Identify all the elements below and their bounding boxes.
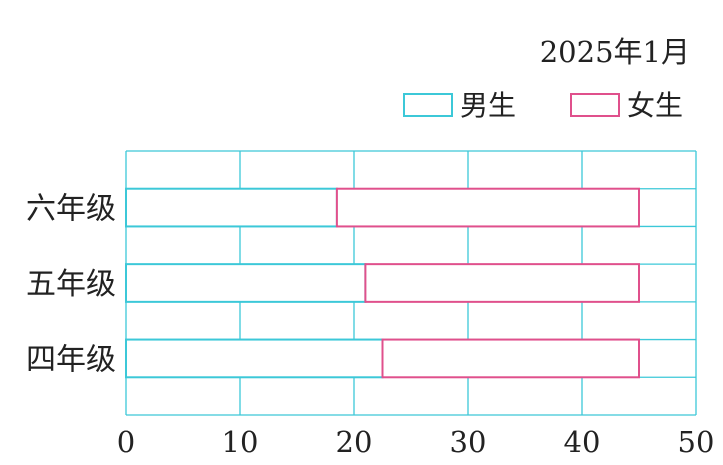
legend: 男生 女生 — [403, 89, 683, 122]
category-label: 五年级 — [26, 267, 116, 302]
x-tick-label: 0 — [117, 425, 135, 459]
bar-girls-1 — [364, 263, 640, 303]
x-tick-label: 40 — [564, 425, 601, 459]
bar-boys-1 — [125, 263, 367, 303]
x-tick-label: 50 — [678, 425, 715, 459]
category-label: 六年级 — [26, 192, 116, 227]
bars — [125, 187, 640, 379]
category-label: 四年级 — [26, 342, 116, 377]
x-tick-label: 20 — [336, 425, 373, 459]
legend-swatch-boys — [403, 93, 453, 117]
bar-girls-0 — [335, 187, 640, 228]
bar-boys-0 — [125, 187, 338, 228]
x-tick-label: 10 — [222, 425, 259, 459]
legend-swatch-girls — [570, 93, 620, 117]
legend-label-boys: 男生 — [460, 89, 516, 122]
x-tick-label: 30 — [450, 425, 487, 459]
chart-date: 2025年1月 — [540, 35, 690, 69]
legend-label-girls: 女生 — [627, 89, 683, 122]
bar-boys-2 — [125, 338, 384, 379]
x-tick-labels: 0 10 20 30 40 50 — [117, 425, 715, 459]
bar-girls-2 — [381, 338, 640, 379]
